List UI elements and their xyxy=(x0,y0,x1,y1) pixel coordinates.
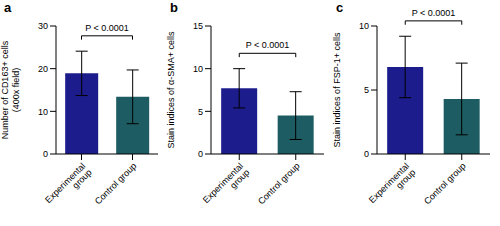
svg-text:Experimentalgroup: Experimentalgroup xyxy=(201,161,252,212)
svg-text:P < 0.0001: P < 0.0001 xyxy=(246,40,290,50)
svg-text:10: 10 xyxy=(359,21,369,31)
svg-text:P < 0.0001: P < 0.0001 xyxy=(412,8,456,18)
svg-text:Control group: Control group xyxy=(422,161,468,207)
svg-text:10: 10 xyxy=(38,107,48,117)
svg-text:15: 15 xyxy=(193,21,203,31)
svg-text:P < 0.0001: P < 0.0001 xyxy=(85,23,129,33)
svg-text:Control group: Control group xyxy=(93,161,139,207)
svg-text:0: 0 xyxy=(198,149,203,159)
svg-text:10: 10 xyxy=(193,64,203,74)
svg-text:5: 5 xyxy=(364,85,369,95)
html-text:b: b xyxy=(170,0,178,15)
svg-text:Experimentalgroup: Experimentalgroup xyxy=(367,161,418,212)
svg-text:Stain indices of α-SMA+ cells: Stain indices of α-SMA+ cells xyxy=(166,31,176,149)
svg-text:0: 0 xyxy=(364,149,369,159)
svg-text:Experimentalgroup: Experimentalgroup xyxy=(43,161,94,212)
svg-text:5: 5 xyxy=(198,107,203,117)
svg-text:30: 30 xyxy=(38,21,48,31)
svg-text:Stain indices of FSP-1+ cells: Stain indices of FSP-1+ cells xyxy=(332,32,342,147)
svg-text:Number of CD163+ cells(400x fi: Number of CD163+ cells(400x field) xyxy=(8,40,21,139)
svg-text:20: 20 xyxy=(38,64,48,74)
svg-text:Control group: Control group xyxy=(256,161,302,207)
html-text:a: a xyxy=(4,0,12,15)
svg-text:0: 0 xyxy=(43,149,48,159)
html-text:c: c xyxy=(336,0,344,15)
